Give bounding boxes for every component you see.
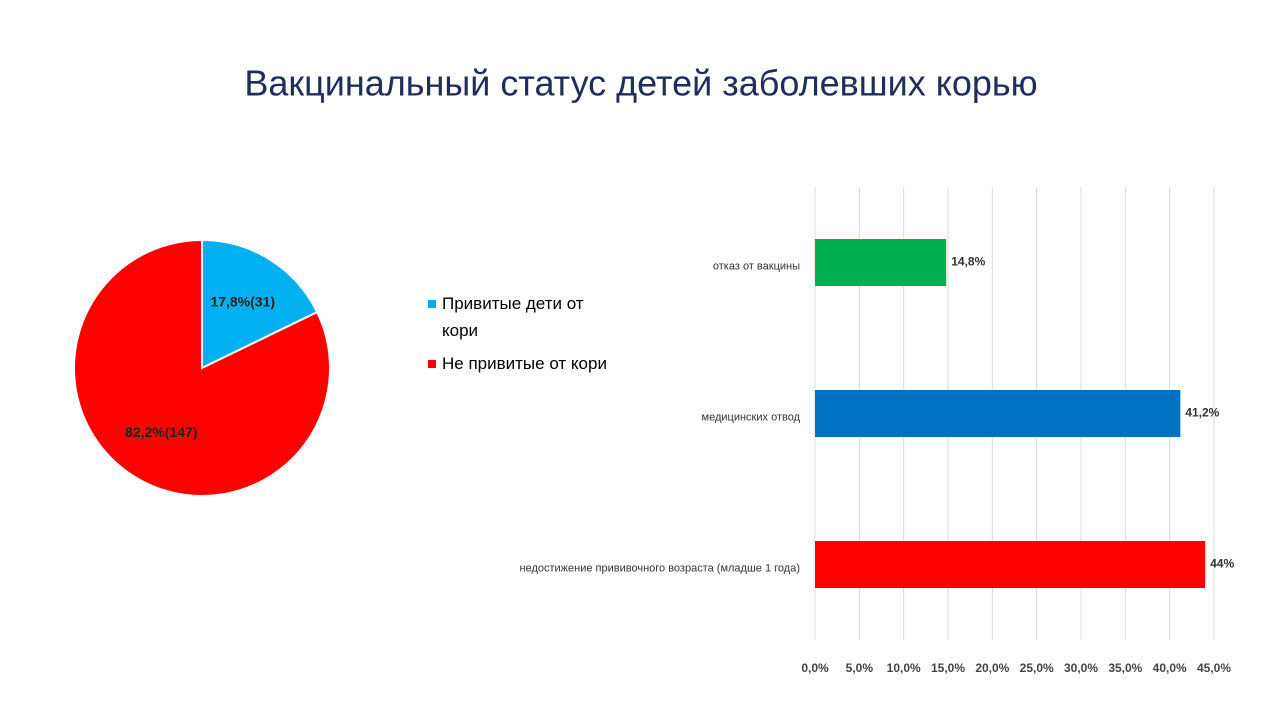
legend-swatch [428, 360, 436, 368]
x-tick-label: 20,0% [975, 661, 1009, 675]
x-tick-label: 10,0% [887, 661, 921, 675]
pie-slice [201, 238, 319, 370]
bar [815, 390, 1181, 437]
x-tick-label: 15,0% [931, 661, 965, 675]
x-tick-label: 40,0% [1153, 661, 1187, 675]
y-tick-label: отказ от вакцины [713, 260, 800, 272]
bar [815, 541, 1206, 588]
pie-slice [73, 238, 331, 497]
x-tick-label: 45,0% [1197, 661, 1231, 675]
slice-label: 17,8%(31) [210, 294, 275, 310]
x-tick-label: 0,0% [801, 661, 829, 675]
slice-label: 82,2%(147) [125, 424, 197, 440]
x-tick-label: 35,0% [1108, 661, 1142, 675]
x-tick-label: 30,0% [1064, 661, 1098, 675]
legend-label: Не привитые от кори [442, 354, 607, 373]
bar [815, 239, 947, 286]
bar-label: 44% [1210, 557, 1234, 571]
slide-title: Вакцинальный статус детей заболевших кор… [244, 63, 1037, 104]
legend-label: Привитые дети от кори [442, 294, 584, 340]
legend-swatch [428, 300, 436, 308]
bar-label: 41,2% [1185, 406, 1219, 420]
bar-label: 14,8% [951, 255, 985, 269]
x-tick-label: 5,0% [846, 661, 874, 675]
y-tick-label: недостижение прививочного возраста (млад… [520, 562, 801, 574]
x-tick-label: 25,0% [1020, 661, 1054, 675]
y-tick-label: медицинских отвод [702, 411, 801, 423]
